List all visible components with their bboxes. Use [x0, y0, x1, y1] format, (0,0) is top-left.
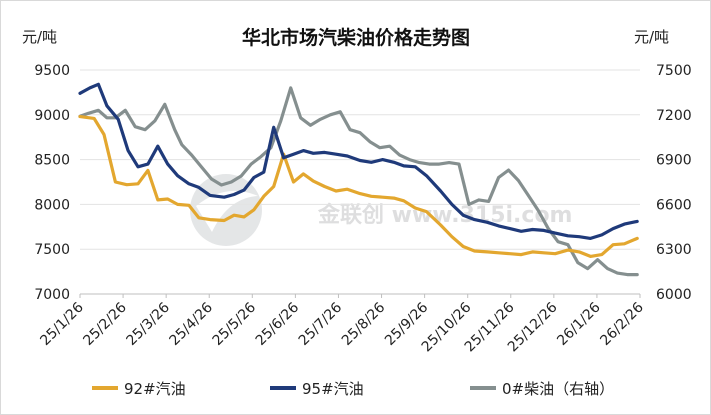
- legend-label: 92#汽油: [124, 380, 186, 398]
- right-y-tick-label: 6900: [656, 153, 692, 169]
- right-y-tick-label: 6300: [656, 242, 692, 258]
- legend-label: 95#汽油: [302, 380, 364, 398]
- left-y-tick-label: 8000: [34, 197, 70, 213]
- left-y-axis: 7000 7500 8000 8500 9000 9500: [34, 63, 70, 303]
- series-line-2: [78, 86, 639, 277]
- left-axis-unit: 元/吨: [22, 28, 57, 46]
- right-y-axis: 6000 6300 6600 6900 7200 7500: [656, 63, 692, 303]
- left-y-tick-label: 9500: [34, 63, 70, 79]
- left-y-tick-label: 7500: [34, 242, 70, 258]
- legend-item: 0#柴油（右轴）: [470, 380, 614, 398]
- right-y-tick-label: 6600: [656, 197, 692, 213]
- left-y-tick-label: 7000: [34, 287, 70, 303]
- right-axis-unit: 元/吨: [634, 28, 669, 46]
- right-y-tick-label: 7200: [656, 108, 692, 124]
- right-y-tick-label: 7500: [656, 63, 692, 79]
- watermark-logo-swoosh: [196, 190, 258, 232]
- left-y-tick-label: 9000: [34, 108, 70, 124]
- legend-label: 0#柴油（右轴）: [502, 380, 614, 398]
- series-lines: [78, 82, 639, 277]
- right-y-tick-label: 6000: [656, 287, 692, 303]
- watermark-text: 金联创 www.315i.com: [317, 202, 572, 228]
- chart-title: 华北市场汽柴油价格走势图: [242, 26, 470, 49]
- series-line-1: [78, 82, 639, 240]
- legend-item: 92#汽油: [92, 380, 186, 398]
- left-y-tick-label: 8500: [34, 153, 70, 169]
- legend-item: 95#汽油: [270, 380, 364, 398]
- series-line-0: [78, 114, 639, 258]
- legend: 92#汽油 95#汽油 0#柴油（右轴）: [92, 380, 614, 398]
